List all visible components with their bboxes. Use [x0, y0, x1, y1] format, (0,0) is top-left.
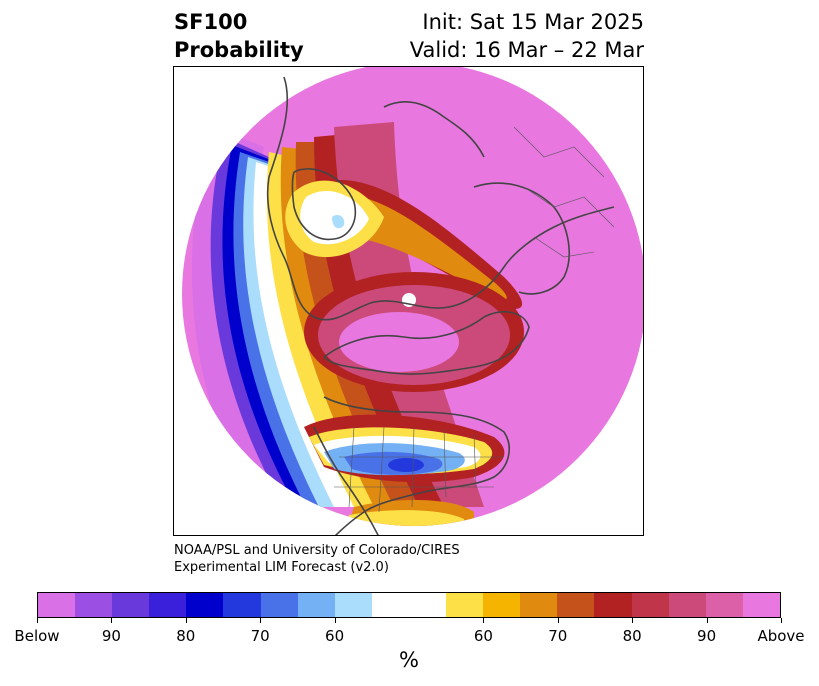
colorbar-tick [334, 618, 336, 623]
colorbar-bin [223, 593, 261, 617]
colorbar-tick [781, 618, 782, 623]
credit-line-2: Experimental LIM Forecast (v2.0) [174, 560, 389, 575]
colorbar-bin [631, 593, 669, 617]
colorbar-units: % [399, 648, 419, 672]
colorbar-bin [742, 593, 780, 617]
product-name: SF100 [174, 10, 248, 34]
colorbar-bin [483, 593, 521, 617]
colorbar-bin [705, 593, 743, 617]
colorbar-bin [520, 593, 558, 617]
colorbar-tick-label: Above [757, 627, 805, 645]
colorbar-tick [111, 618, 113, 623]
colorbar-bin [297, 593, 335, 617]
colorbar-tick [706, 618, 708, 623]
political-borders [334, 126, 615, 513]
colorbar [37, 592, 781, 618]
colorbar-tick-label: 90 [697, 627, 717, 645]
init-date: Init: Sat 15 Mar 2025 [422, 10, 644, 34]
colorbar-bin [75, 593, 113, 617]
colorbar-bin [186, 593, 224, 617]
colorbar-tick-label: 60 [473, 627, 493, 645]
probability-map [182, 67, 643, 535]
colorbar-bin [260, 593, 298, 617]
colorbar-tick [632, 618, 634, 623]
colorbar-tick [37, 618, 38, 623]
colorbar-tick [185, 618, 187, 623]
colorbar-bin [149, 593, 187, 617]
colorbar-tick-label: 80 [622, 627, 642, 645]
colorbar-bin [557, 593, 595, 617]
colorbar-bin [668, 593, 706, 617]
probability-field [182, 67, 643, 526]
colorbar-tick-label: 90 [101, 627, 121, 645]
map-panel [173, 66, 644, 536]
product-type: Probability [174, 38, 304, 62]
colorbar-tick-label: 60 [325, 627, 345, 645]
forecast-dates: Init: Sat 15 Mar 2025 Valid: 16 Mar – 22… [410, 8, 644, 64]
colorbar-bin [371, 593, 447, 617]
colorbar-tick [557, 618, 559, 623]
valid-range: Valid: 16 Mar – 22 Mar [409, 38, 644, 62]
colorbar-tick [483, 618, 485, 623]
map-title: SF100 Probability [174, 8, 304, 64]
colorbar-bin [334, 593, 372, 617]
colorbar-tick-label: 70 [250, 627, 270, 645]
colorbar-tick-label: Below [14, 627, 60, 645]
colorbar-tick-label: 70 [548, 627, 568, 645]
colorbar-bin [594, 593, 632, 617]
colorbar-bin [112, 593, 150, 617]
data-credit: NOAA/PSL and University of Colorado/CIRE… [174, 542, 460, 576]
credit-line-1: NOAA/PSL and University of Colorado/CIRE… [174, 543, 460, 558]
colorbar-tick [260, 618, 262, 623]
colorbar-tick-label: 80 [176, 627, 196, 645]
colorbar-bin [446, 593, 484, 617]
colorbar-bin [38, 593, 76, 617]
